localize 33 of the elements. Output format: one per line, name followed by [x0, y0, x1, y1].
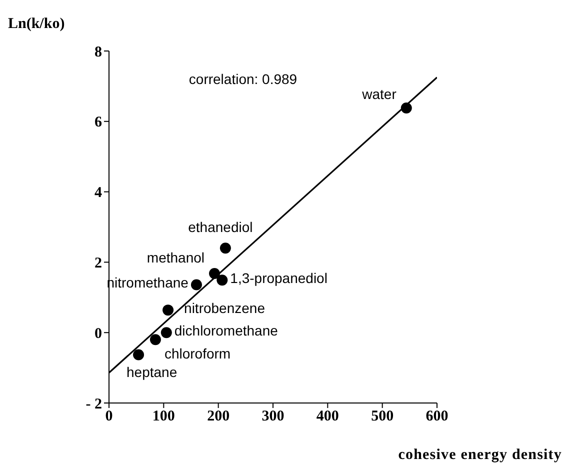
point [190, 279, 202, 290]
y-tick-label: 4 [94, 185, 102, 202]
x-tick-label: 100 [152, 408, 175, 425]
y-tick-label: - 2 [86, 396, 102, 412]
annotation: dichloromethane [174, 322, 278, 339]
point [209, 268, 220, 279]
annotation: nitrobenzene [184, 300, 266, 316]
point [133, 349, 144, 360]
x-tick-label: 400 [316, 408, 339, 425]
annotation: heptane [126, 364, 178, 380]
point [160, 327, 172, 338]
x-tick-label: 0 [105, 408, 113, 425]
y-axis-title: Ln(k/ko) [8, 16, 65, 32]
point [220, 242, 231, 254]
x-tick-label: 200 [207, 408, 230, 425]
x-axis-title: cohesive energy density [398, 447, 562, 463]
y-tick-label: 6 [94, 114, 102, 131]
annotation: chloroform [164, 346, 231, 362]
annotation: methanol [146, 249, 205, 266]
annotation: 1,3-propanediol [230, 270, 328, 286]
annotation: correlation: 0.989 [188, 71, 298, 87]
annotation: ethanediol [188, 219, 253, 236]
y-tick-label: 2 [94, 256, 102, 272]
point [400, 102, 412, 114]
point [162, 304, 174, 316]
x-tick-label: 600 [426, 408, 448, 425]
y-tick-label: 8 [94, 44, 102, 60]
x-tick-label: 500 [371, 408, 394, 425]
x-tick-label: 300 [262, 408, 284, 425]
point [150, 334, 161, 346]
annotation: water [361, 86, 397, 102]
point [216, 274, 228, 286]
y-tick-label: 0 [94, 326, 102, 342]
